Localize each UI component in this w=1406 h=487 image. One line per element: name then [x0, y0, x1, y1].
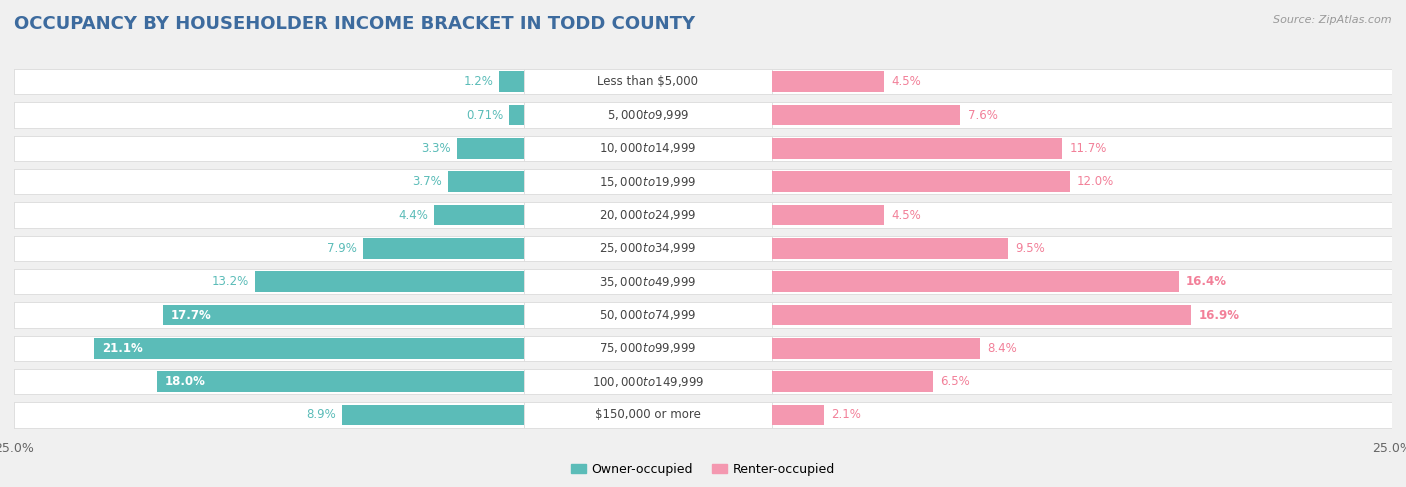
Bar — [343, 405, 524, 425]
Bar — [157, 371, 524, 392]
Bar — [363, 238, 524, 259]
Bar — [14, 302, 524, 328]
Text: 4.5%: 4.5% — [891, 75, 921, 88]
Bar — [772, 72, 883, 92]
Text: 18.0%: 18.0% — [165, 375, 205, 388]
Bar — [772, 138, 1062, 159]
Text: $20,000 to $24,999: $20,000 to $24,999 — [599, 208, 696, 222]
Bar — [772, 402, 1392, 428]
Text: OCCUPANCY BY HOUSEHOLDER INCOME BRACKET IN TODD COUNTY: OCCUPANCY BY HOUSEHOLDER INCOME BRACKET … — [14, 15, 695, 33]
Text: 8.4%: 8.4% — [987, 342, 1018, 355]
Bar — [772, 336, 1392, 361]
Bar — [772, 269, 1392, 294]
Text: $50,000 to $74,999: $50,000 to $74,999 — [599, 308, 696, 322]
Bar — [524, 236, 772, 261]
Bar — [772, 105, 960, 126]
Text: 7.6%: 7.6% — [967, 109, 998, 122]
Text: 7.9%: 7.9% — [326, 242, 357, 255]
Text: $25,000 to $34,999: $25,000 to $34,999 — [599, 242, 696, 255]
Bar — [772, 238, 1008, 259]
Bar — [524, 269, 772, 294]
Bar — [772, 102, 1392, 128]
Bar — [163, 305, 524, 325]
Text: 9.5%: 9.5% — [1015, 242, 1045, 255]
Text: 16.9%: 16.9% — [1198, 308, 1240, 321]
Text: 13.2%: 13.2% — [211, 275, 249, 288]
Bar — [772, 369, 1392, 394]
Text: 8.9%: 8.9% — [307, 409, 336, 421]
Text: 0.71%: 0.71% — [465, 109, 503, 122]
Bar — [14, 336, 524, 361]
Bar — [772, 171, 1070, 192]
Text: $75,000 to $99,999: $75,000 to $99,999 — [599, 341, 696, 356]
Bar — [524, 102, 772, 128]
Text: 3.3%: 3.3% — [420, 142, 450, 155]
Text: $150,000 or more: $150,000 or more — [595, 409, 700, 421]
Bar — [772, 136, 1392, 161]
Bar — [434, 205, 524, 225]
Text: $100,000 to $149,999: $100,000 to $149,999 — [592, 375, 704, 389]
Bar — [772, 169, 1392, 194]
Bar — [254, 271, 524, 292]
Text: 16.4%: 16.4% — [1187, 275, 1227, 288]
Bar — [772, 371, 934, 392]
Bar — [14, 369, 524, 394]
Bar — [14, 402, 524, 428]
Bar — [524, 169, 772, 194]
Bar — [772, 305, 1191, 325]
Text: 11.7%: 11.7% — [1070, 142, 1107, 155]
Bar — [772, 236, 1392, 261]
Bar — [524, 69, 772, 94]
Text: 6.5%: 6.5% — [941, 375, 970, 388]
Text: 12.0%: 12.0% — [1077, 175, 1114, 188]
Text: $5,000 to $9,999: $5,000 to $9,999 — [606, 108, 689, 122]
Bar — [772, 271, 1178, 292]
Text: $15,000 to $19,999: $15,000 to $19,999 — [599, 175, 696, 189]
Bar — [772, 203, 1392, 228]
Bar — [524, 136, 772, 161]
Text: $35,000 to $49,999: $35,000 to $49,999 — [599, 275, 696, 289]
Text: 17.7%: 17.7% — [172, 308, 212, 321]
Text: 3.7%: 3.7% — [412, 175, 443, 188]
Bar — [14, 269, 524, 294]
Bar — [499, 72, 524, 92]
Bar — [14, 102, 524, 128]
Bar — [14, 203, 524, 228]
Bar — [14, 169, 524, 194]
Bar — [524, 203, 772, 228]
Bar — [772, 405, 824, 425]
Bar — [524, 402, 772, 428]
Text: 2.1%: 2.1% — [831, 409, 862, 421]
Bar — [14, 136, 524, 161]
Bar — [772, 205, 883, 225]
Text: 1.2%: 1.2% — [464, 75, 494, 88]
Bar — [772, 302, 1392, 328]
Bar — [14, 69, 524, 94]
Bar — [509, 105, 524, 126]
Bar — [457, 138, 524, 159]
Bar — [772, 69, 1392, 94]
Bar — [524, 369, 772, 394]
Text: Source: ZipAtlas.com: Source: ZipAtlas.com — [1274, 15, 1392, 25]
Text: 21.1%: 21.1% — [101, 342, 142, 355]
Bar — [524, 302, 772, 328]
Text: 4.4%: 4.4% — [398, 208, 427, 222]
Bar — [449, 171, 524, 192]
Bar — [94, 338, 524, 358]
Text: 4.5%: 4.5% — [891, 208, 921, 222]
Legend: Owner-occupied, Renter-occupied: Owner-occupied, Renter-occupied — [565, 458, 841, 481]
Text: $10,000 to $14,999: $10,000 to $14,999 — [599, 141, 696, 155]
Text: Less than $5,000: Less than $5,000 — [598, 75, 699, 88]
Bar — [524, 336, 772, 361]
Bar — [14, 236, 524, 261]
Bar — [772, 338, 980, 358]
